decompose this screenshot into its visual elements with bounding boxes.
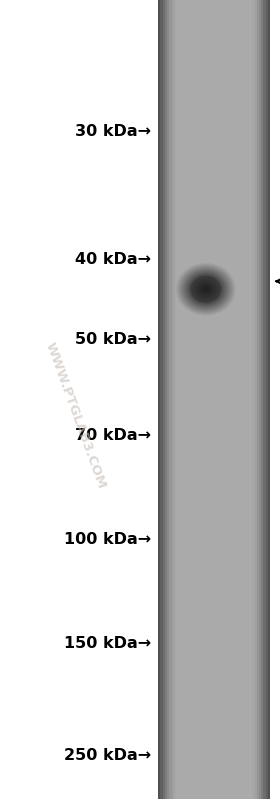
Ellipse shape <box>200 284 211 294</box>
Ellipse shape <box>179 265 233 313</box>
Bar <box>158 0 163 799</box>
Ellipse shape <box>183 268 229 309</box>
Ellipse shape <box>188 273 223 305</box>
Bar <box>158 0 270 799</box>
Ellipse shape <box>203 287 209 292</box>
Bar <box>255 0 270 799</box>
Bar <box>263 0 270 799</box>
Ellipse shape <box>196 280 216 298</box>
Ellipse shape <box>183 269 228 309</box>
Ellipse shape <box>191 276 220 302</box>
Ellipse shape <box>176 263 236 316</box>
Ellipse shape <box>180 267 231 312</box>
Bar <box>158 0 174 799</box>
Ellipse shape <box>199 283 213 296</box>
Text: 150 kDa→: 150 kDa→ <box>64 636 151 650</box>
Bar <box>158 0 172 799</box>
Text: 50 kDa→: 50 kDa→ <box>75 332 151 347</box>
Bar <box>261 0 270 799</box>
Ellipse shape <box>187 273 224 305</box>
Ellipse shape <box>175 262 237 316</box>
Bar <box>268 0 270 799</box>
Ellipse shape <box>185 271 227 308</box>
Ellipse shape <box>190 275 222 304</box>
Ellipse shape <box>176 264 235 315</box>
Text: 250 kDa→: 250 kDa→ <box>64 748 151 762</box>
Ellipse shape <box>204 288 207 291</box>
Ellipse shape <box>200 284 212 295</box>
Text: WWW.PTGLAB3.COM: WWW.PTGLAB3.COM <box>43 340 108 491</box>
Ellipse shape <box>182 268 230 310</box>
Bar <box>259 0 270 799</box>
Ellipse shape <box>179 266 232 312</box>
Ellipse shape <box>205 288 207 290</box>
Ellipse shape <box>181 268 230 311</box>
Text: 30 kDa→: 30 kDa→ <box>75 125 151 139</box>
Ellipse shape <box>178 264 234 314</box>
Bar <box>158 0 160 799</box>
Ellipse shape <box>202 286 210 292</box>
Ellipse shape <box>192 277 220 301</box>
Bar <box>266 0 270 799</box>
Bar <box>158 0 165 799</box>
Ellipse shape <box>197 281 215 297</box>
Bar <box>158 0 167 799</box>
Ellipse shape <box>177 264 234 314</box>
Ellipse shape <box>184 270 227 308</box>
Text: 40 kDa→: 40 kDa→ <box>75 252 151 267</box>
Bar <box>252 0 270 799</box>
Ellipse shape <box>197 282 214 296</box>
Ellipse shape <box>201 285 211 293</box>
Ellipse shape <box>194 279 217 300</box>
Ellipse shape <box>193 278 218 300</box>
Ellipse shape <box>193 278 219 300</box>
Bar <box>158 0 176 799</box>
Bar <box>158 0 169 799</box>
Ellipse shape <box>186 272 225 306</box>
Bar <box>257 0 270 799</box>
Text: 100 kDa→: 100 kDa→ <box>64 532 151 547</box>
Ellipse shape <box>198 283 213 296</box>
Ellipse shape <box>186 272 226 307</box>
Ellipse shape <box>189 274 223 304</box>
Ellipse shape <box>190 276 221 303</box>
Ellipse shape <box>204 287 208 292</box>
Text: 70 kDa→: 70 kDa→ <box>75 428 151 443</box>
Ellipse shape <box>195 280 217 299</box>
